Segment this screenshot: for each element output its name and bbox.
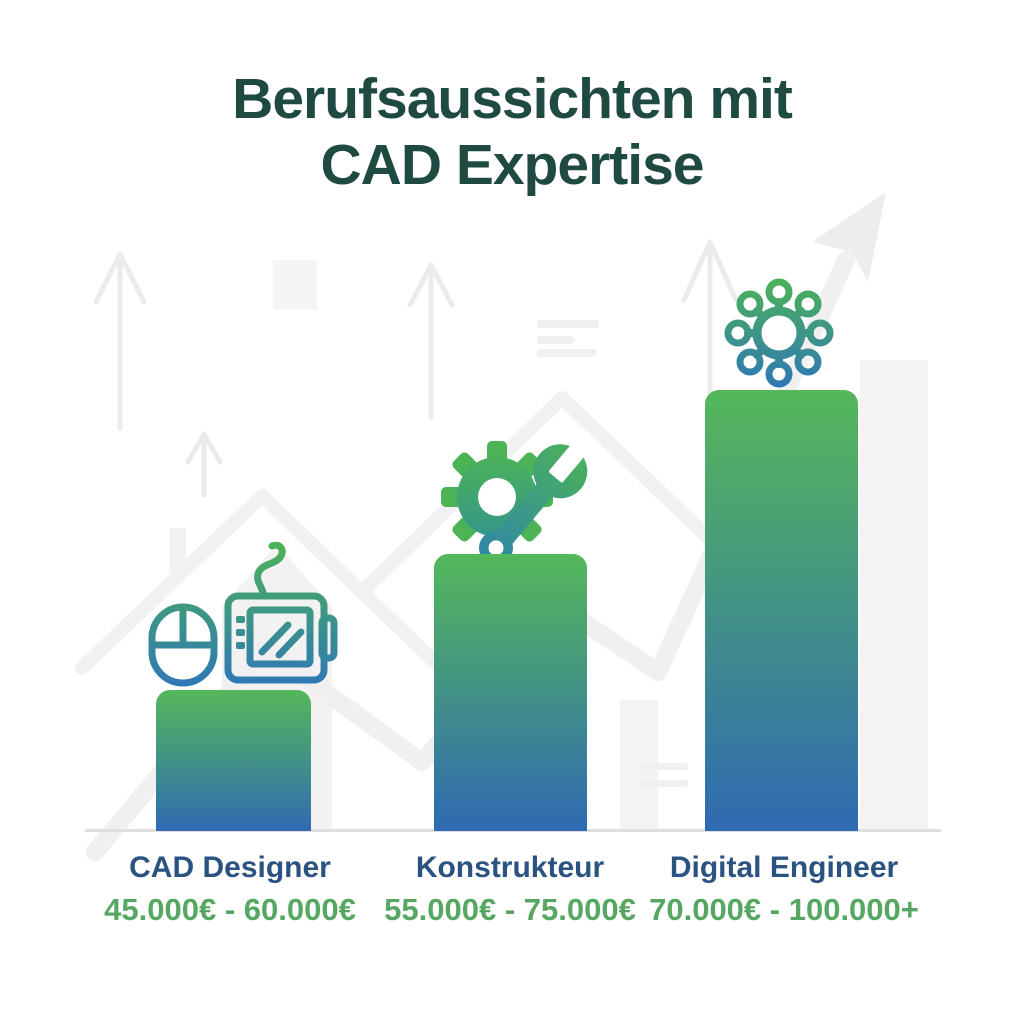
watermark-up-arrow [93, 251, 147, 431]
bar-cad-designer [156, 690, 311, 831]
watermark-text-lines [537, 320, 688, 787]
hub-nodes [724, 278, 834, 388]
watermark-roofline [75, 489, 445, 675]
column-konstrukteur: Konstrukteur 55.000€ - 75.000€ [340, 850, 680, 928]
column-digital-engineer: Digital Engineer 70.000€ - 100.000+ [614, 850, 954, 928]
gear [441, 441, 553, 553]
salary-range-label: 45.000€ - 60.000€ [104, 892, 356, 927]
watermark-up-arrow [185, 431, 223, 498]
chart-title: Berufsaussichten mit CAD Expertise [0, 66, 1024, 198]
bar-digital-engineer [705, 390, 858, 831]
watermark-roofline [359, 391, 765, 595]
pencil-stroke [275, 628, 305, 659]
job-label: Digital Engineer [669, 851, 899, 884]
job-label: CAD Designer [129, 851, 331, 884]
watermark-up-arrow [407, 262, 455, 420]
title-line-2: CAD Expertise [320, 133, 705, 197]
watermark-chimney [170, 528, 186, 572]
column-cad-designer: CAD Designer 45.000€ - 60.000€ [60, 850, 400, 928]
salary-range-label: 70.000€ - 100.000+ [649, 892, 919, 927]
watermark-block [273, 260, 317, 310]
job-label: Konstrukteur [415, 851, 605, 884]
tablet-screen [246, 606, 314, 668]
tablet-body [224, 592, 328, 684]
title-line-1: Berufsaussichten mit [232, 67, 793, 131]
watermark-trend-arrowhead [812, 192, 886, 282]
tablet-buttons [236, 616, 245, 649]
pen-stroke [258, 621, 292, 656]
mouse-graphics-tablet-icon [148, 541, 338, 687]
network-hub-icon [724, 278, 834, 388]
bar-konstrukteur [434, 554, 587, 831]
salary-range-label: 55.000€ - 75.000€ [384, 892, 636, 927]
tablet-cable [254, 541, 286, 600]
watermark-block [860, 360, 928, 830]
